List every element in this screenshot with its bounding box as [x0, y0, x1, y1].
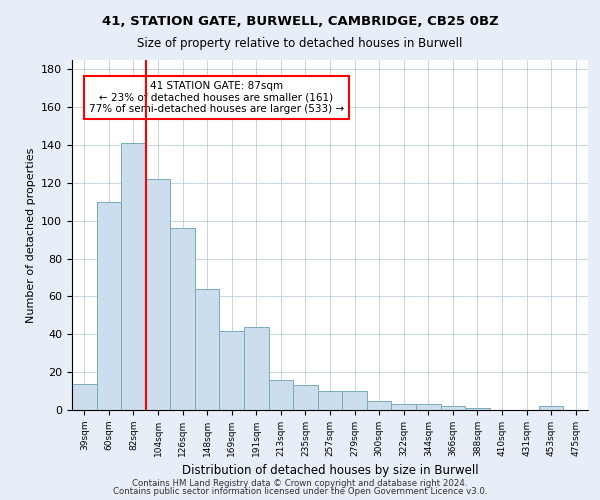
Bar	[318, 391, 342, 410]
X-axis label: Distribution of detached houses by size in Burwell: Distribution of detached houses by size …	[182, 464, 478, 477]
Bar	[121, 143, 146, 410]
Text: 41 STATION GATE: 87sqm
← 23% of detached houses are smaller (161)
77% of semi-de: 41 STATION GATE: 87sqm ← 23% of detached…	[89, 81, 344, 114]
Bar	[72, 384, 97, 410]
Bar	[170, 228, 195, 410]
Bar	[244, 327, 269, 410]
Bar	[367, 400, 391, 410]
Text: Contains public sector information licensed under the Open Government Licence v3: Contains public sector information licen…	[113, 487, 487, 496]
Bar	[195, 289, 220, 410]
Bar	[293, 386, 318, 410]
Y-axis label: Number of detached properties: Number of detached properties	[26, 148, 35, 322]
Bar	[440, 406, 465, 410]
Text: Size of property relative to detached houses in Burwell: Size of property relative to detached ho…	[137, 38, 463, 51]
Bar	[465, 408, 490, 410]
Bar	[269, 380, 293, 410]
Bar	[391, 404, 416, 410]
Bar	[416, 404, 440, 410]
Bar	[97, 202, 121, 410]
Text: Contains HM Land Registry data © Crown copyright and database right 2024.: Contains HM Land Registry data © Crown c…	[132, 478, 468, 488]
Bar	[342, 391, 367, 410]
Bar	[220, 330, 244, 410]
Text: 41, STATION GATE, BURWELL, CAMBRIDGE, CB25 0BZ: 41, STATION GATE, BURWELL, CAMBRIDGE, CB…	[101, 15, 499, 28]
Bar	[539, 406, 563, 410]
Bar	[146, 179, 170, 410]
